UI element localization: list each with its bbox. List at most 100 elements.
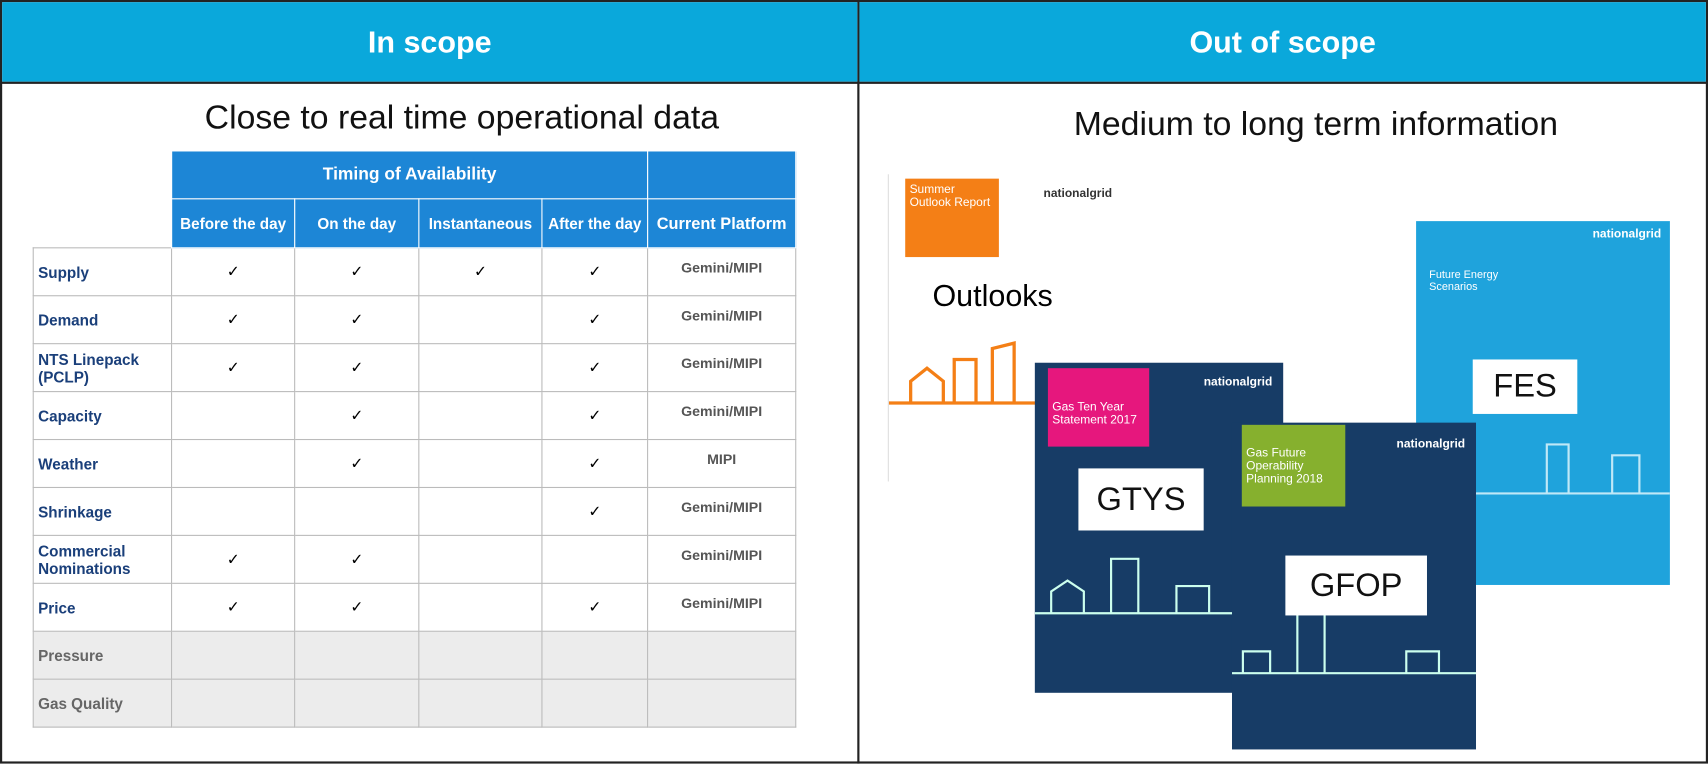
column-header: After the day (541, 198, 649, 249)
check-cell: ✓ (171, 582, 296, 632)
label-outlooks: Outlooks (932, 278, 1053, 313)
cover-title: Gas Ten Year Statement 2017 (1047, 368, 1150, 447)
brand: nationalgrid (1043, 187, 1113, 201)
platform-cell: Gemini/MIPI (647, 247, 797, 297)
left-header: In scope (2, 2, 858, 82)
table-row: Capacity ✓ ✓ Gemini/MIPI (32, 391, 797, 441)
group-header-row: Timing of Availability (33, 150, 797, 200)
cover-title: Future Energy Scenarios (1429, 269, 1499, 294)
table-row: Gas Quality (32, 678, 797, 728)
platform-cell: Gemini/MIPI (647, 582, 797, 632)
check-cell (294, 630, 420, 680)
check-cell (418, 630, 543, 680)
check-cell: ✓ (541, 343, 649, 393)
column-header: Before the day (171, 198, 296, 249)
column-header: Instantaneous (418, 198, 543, 249)
check-cell: ✓ (171, 295, 296, 345)
check-cell (171, 678, 296, 728)
check-cell: ✓ (294, 582, 420, 632)
group-header: Timing of Availability (171, 150, 649, 200)
table-row: Supply ✓ ✓ ✓ ✓ Gemini/MIPI (32, 247, 797, 297)
check-cell: ✓ (418, 247, 543, 297)
row-label: Weather (32, 438, 173, 489)
row-label: Shrinkage (32, 486, 173, 536)
cover-title: Summer Outlook Report (905, 178, 999, 258)
check-cell: ✓ (294, 391, 420, 441)
platform-cell (647, 678, 797, 728)
check-cell: ✓ (294, 534, 420, 584)
platform-cell: Gemini/MIPI (647, 343, 797, 393)
check-cell: ✓ (171, 534, 296, 584)
table-row: Price ✓ ✓ ✓ Gemini/MIPI (32, 582, 797, 632)
row-label: Demand (32, 295, 173, 345)
check-cell (171, 391, 296, 441)
check-cell (418, 582, 543, 632)
check-cell (418, 343, 543, 393)
check-cell (541, 678, 649, 728)
check-cell (294, 486, 420, 536)
platform-cell (647, 630, 797, 680)
rule (0, 81, 1708, 84)
platform-cell: Gemini/MIPI (647, 486, 797, 536)
row-label: Commercial Nominations (32, 534, 173, 584)
check-cell: ✓ (541, 582, 649, 632)
check-cell: ✓ (541, 438, 649, 489)
check-cell: ✓ (171, 343, 296, 393)
check-cell (541, 630, 649, 680)
check-cell (418, 295, 543, 345)
table-row: Shrinkage ✓ Gemini/MIPI (32, 486, 797, 536)
row-label: Price (32, 582, 173, 632)
check-cell (294, 678, 420, 728)
column-header-row: Before the day On the day Instantaneous Aft… (33, 198, 797, 249)
check-cell: ✓ (541, 247, 649, 297)
divider (857, 0, 860, 764)
check-cell: ✓ (171, 247, 296, 297)
check-cell (541, 534, 649, 584)
platform-cell: Gemini/MIPI (647, 391, 797, 441)
table-row: Pressure (32, 630, 797, 680)
label-gfop: GFOP (1285, 555, 1427, 616)
right-subtitle: Medium to long term information (1073, 104, 1558, 143)
check-cell: ✓ (541, 295, 649, 345)
label-fes: FES (1472, 359, 1578, 414)
platform-cell: MIPI (647, 438, 797, 489)
table-row: Demand ✓ ✓ ✓ Gemini/MIPI (32, 295, 797, 345)
check-cell (171, 438, 296, 489)
illustration (1231, 612, 1477, 675)
availability-table: Timing of Availability Before the day On t… (32, 150, 797, 728)
check-cell: ✓ (294, 438, 420, 489)
label-gtys: GTYS (1078, 468, 1204, 531)
row-label: Supply (32, 247, 173, 297)
check-cell: ✓ (294, 295, 420, 345)
check-cell (171, 630, 296, 680)
table-row: Weather ✓ ✓ MIPI (32, 438, 797, 489)
check-cell (418, 678, 543, 728)
check-cell: ✓ (541, 486, 649, 536)
check-cell (418, 391, 543, 441)
illustration (1034, 557, 1284, 615)
column-header: On the day (294, 198, 420, 249)
row-label: Capacity (32, 391, 173, 441)
platform-cell: Gemini/MIPI (647, 534, 797, 584)
check-cell: ✓ (294, 247, 420, 297)
left-subtitle: Close to real time operational data (204, 98, 720, 137)
cover-title: Gas Future Operability Planning 2018 (1241, 424, 1346, 507)
check-cell (418, 534, 543, 584)
row-label: Gas Quality (32, 678, 173, 728)
blank-cell (33, 151, 171, 248)
row-label: NTS Linepack (PCLP) (32, 343, 173, 393)
check-cell: ✓ (541, 391, 649, 441)
right-header: Out of scope (859, 2, 1706, 82)
table-row: NTS Linepack (PCLP) ✓ ✓ ✓ Gemini/MIPI (32, 343, 797, 393)
brand: nationalgrid (1396, 437, 1466, 451)
check-cell (418, 486, 543, 536)
brand: nationalgrid (1203, 375, 1273, 389)
check-cell (418, 438, 543, 489)
check-cell (171, 486, 296, 536)
platform-cell: Gemini/MIPI (647, 295, 797, 345)
row-label: Pressure (32, 630, 173, 680)
header-cell (647, 150, 797, 200)
